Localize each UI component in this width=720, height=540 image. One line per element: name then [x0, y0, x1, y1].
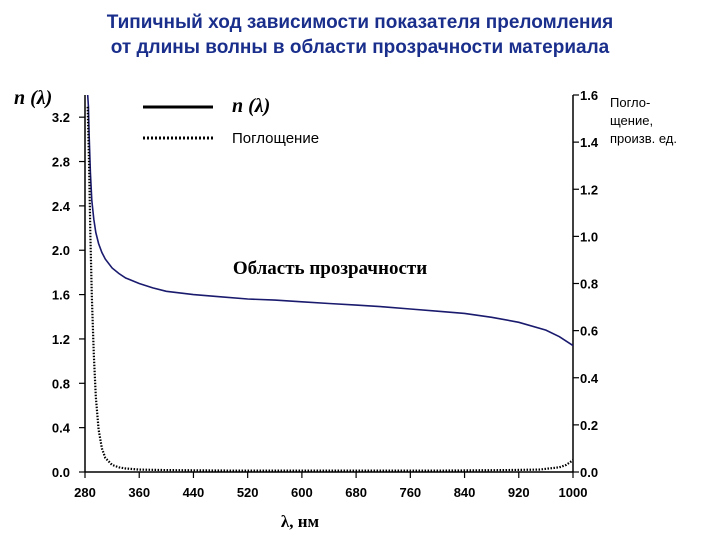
y2-tick-label: 0.2	[580, 418, 598, 433]
y2-tick-label: 0.4	[580, 371, 599, 386]
y2-tick-label: 1.4	[580, 135, 599, 150]
title-line-2: от длины волны в области прозрачности ма…	[110, 37, 610, 58]
y-tick-label: 2.8	[52, 155, 70, 170]
legend-label-absorption: Поглощение	[232, 130, 319, 147]
x-tick-label: 680	[345, 485, 367, 500]
transparency-region-annotation: Область прозрачности	[233, 258, 427, 279]
y2-tick-label: 0.6	[580, 324, 598, 339]
right-axis-label-line-2: щение,	[610, 113, 654, 128]
y2-tick-label: 1.2	[580, 182, 598, 197]
x-tick-label: 600	[291, 485, 313, 500]
right-axis-label: Погло- щение, произв. ед.	[610, 94, 677, 148]
x-axis-label: λ, нм	[281, 512, 320, 531]
right-axis-label-line-1: Погло-	[610, 95, 651, 110]
y-tick-label: 3.2	[52, 110, 70, 125]
x-tick-label: 1000	[559, 485, 588, 500]
x-tick-label: 440	[183, 485, 205, 500]
series-line-refractive-index	[86, 94, 574, 347]
y-tick-label: 0.4	[52, 421, 71, 436]
x-tick-label: 760	[399, 485, 421, 500]
chart-plot-area	[86, 94, 574, 472]
x-tick-label: 280	[74, 485, 96, 500]
y-tick-label: 2.0	[52, 243, 70, 258]
title-line-1: Типичный ход зависимости показателя прел…	[106, 12, 614, 33]
series-line-absorption	[86, 106, 574, 472]
y-tick-label: 0.0	[52, 465, 70, 480]
legend-label-n: n (λ)	[232, 95, 270, 117]
x-tick-label: 840	[454, 485, 476, 500]
x-tick-label: 920	[508, 485, 530, 500]
y2-tick-label: 0.8	[580, 277, 598, 292]
chart-title: Типичный ход зависимости показателя прел…	[0, 10, 720, 60]
y-tick-label: 1.6	[52, 288, 70, 303]
y-tick-label: 2.4	[52, 199, 71, 214]
y2-tick-label: 1.6	[580, 88, 598, 103]
y-axis-label: n (λ)	[14, 87, 52, 109]
chart-axes: 280 360 440 520 600 680 760 840 920 1000 0.0 0.4 0.8…	[52, 88, 599, 500]
right-axis-label-line-3: произв. ед.	[610, 131, 677, 146]
y2-tick-label: 1.0	[580, 229, 598, 244]
x-tick-label: 360	[128, 485, 150, 500]
y-tick-label: 0.8	[52, 376, 70, 391]
y2-tick-label: 0.0	[580, 465, 598, 480]
legend: n (λ) Поглощение	[143, 95, 319, 147]
y-tick-label: 1.2	[52, 332, 70, 347]
x-tick-label: 520	[237, 485, 259, 500]
